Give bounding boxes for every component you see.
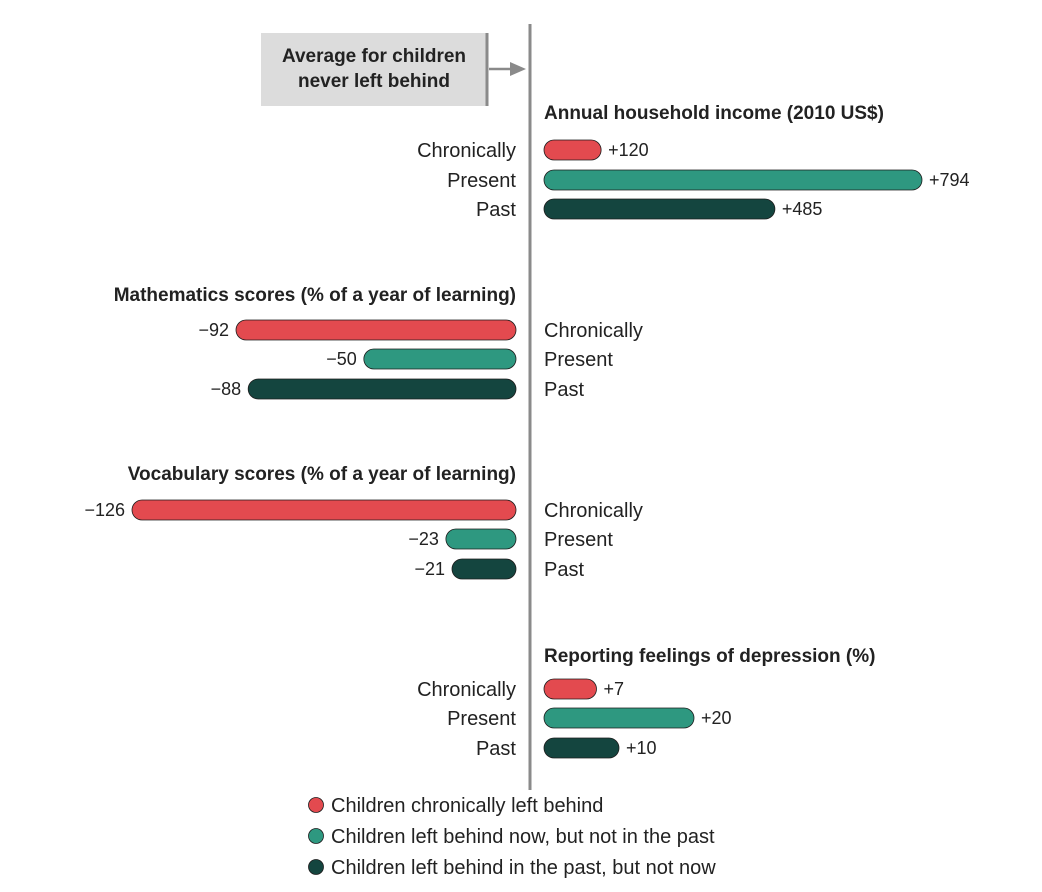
legend-item-1: Children chronically left behind: [308, 795, 603, 817]
panel-annual-household-income-2010-us: Annual household income (2010 US$) +120 Ch…: [417, 103, 969, 221]
bar-past: [543, 198, 776, 220]
bar-past: [543, 737, 620, 759]
callout-line-2: never left behind: [298, 71, 450, 92]
category-label-past: Past: [476, 199, 516, 221]
bar-past: [247, 378, 517, 400]
category-label-chronically: Chronically: [544, 320, 643, 342]
callout: Average for children never left behind: [261, 33, 526, 106]
panel-reporting-feelings-of-depression: Reporting feelings of depression (%) +7 Ch…: [417, 646, 875, 760]
category-label-present: Present: [447, 170, 516, 192]
panel-title: Reporting feelings of depression (%): [544, 646, 875, 667]
callout-arrowhead: [510, 62, 526, 76]
panels: Annual household income (2010 US$) +120 Ch…: [84, 103, 969, 760]
category-label-present: Present: [544, 349, 613, 371]
legend-label: Children left behind in the past, but no…: [331, 857, 716, 879]
category-label-past: Past: [476, 738, 516, 760]
panel-vocabulary-scores-of-a-year-of-learning: Vocabulary scores (% of a year of learni…: [84, 464, 642, 581]
category-label-present: Present: [447, 708, 516, 730]
panel-mathematics-scores-of-a-year-of-learning: Mathematics scores (% of a year of learn…: [114, 285, 643, 401]
panel-title: Mathematics scores (% of a year of learn…: [114, 285, 516, 306]
callout-line-1: Average for children: [282, 46, 466, 67]
legend-label: Children left behind now, but not in the…: [331, 826, 715, 848]
value-label: +485: [782, 199, 823, 219]
legend-item-3: Children left behind in the past, but no…: [308, 857, 716, 879]
category-label-chronically: Chronically: [544, 500, 643, 522]
bar-chronically: [543, 139, 602, 161]
value-label: −88: [211, 379, 242, 399]
category-label-past: Past: [544, 379, 584, 401]
legend-swatch: [308, 859, 324, 875]
value-label: +120: [608, 140, 649, 160]
value-label: +20: [701, 708, 732, 728]
bar-present: [543, 707, 695, 729]
bar-chronically: [543, 678, 597, 700]
bar-chronically: [131, 499, 517, 521]
bar-present: [543, 169, 923, 191]
legend: Children chronically left behind Children…: [308, 795, 716, 879]
bar-past: [451, 558, 517, 580]
bar-chronically: [235, 319, 517, 341]
bar-present: [445, 528, 517, 550]
value-label: −126: [84, 500, 125, 520]
value-label: +794: [929, 170, 970, 190]
panel-title: Annual household income (2010 US$): [544, 103, 884, 124]
legend-label: Children chronically left behind: [331, 795, 603, 817]
category-label-chronically: Chronically: [417, 679, 516, 701]
value-label: −23: [408, 529, 439, 549]
value-label: +10: [626, 738, 657, 758]
legend-item-2: Children left behind now, but not in the…: [308, 826, 715, 848]
value-label: +7: [604, 679, 625, 699]
category-label-past: Past: [544, 559, 584, 581]
bar-present: [363, 348, 517, 370]
value-label: −50: [326, 349, 357, 369]
value-label: −92: [198, 320, 229, 340]
legend-swatch: [308, 797, 324, 813]
panel-title: Vocabulary scores (% of a year of learni…: [128, 464, 516, 485]
legend-swatch: [308, 828, 324, 844]
callout-box: [261, 33, 488, 106]
category-label-present: Present: [544, 529, 613, 551]
value-label: −21: [414, 559, 445, 579]
category-label-chronically: Chronically: [417, 140, 516, 162]
